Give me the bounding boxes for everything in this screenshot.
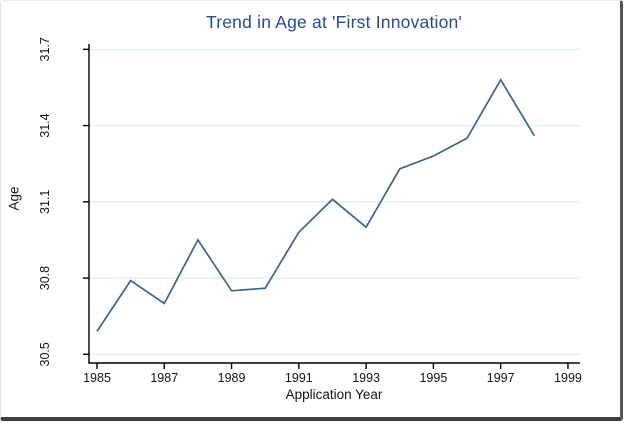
y-tick-label: 31.7 [38,37,52,61]
y-axis-title: Age [6,186,22,211]
x-tick-label: 1999 [554,371,582,385]
x-tick-label: 1985 [83,371,111,385]
plot-area: 30.5 30.8 31.1 31.4 31.7 1985 1987 1989 1991 1993… [38,37,582,385]
y-tick-label: 30.5 [38,342,52,366]
x-tick-label: 1997 [487,371,515,385]
x-tick-label: 1991 [285,371,313,385]
x-tick-label: 1989 [218,371,246,385]
trend-line [96,78,536,332]
y-tick-label: 30.8 [38,266,52,290]
x-tick-label: 1995 [419,371,447,385]
x-tick-label: 1993 [352,371,380,385]
x-tick-label: 1987 [150,371,178,385]
x-axis-title: Application Year [285,387,383,402]
y-tick-label: 31.4 [38,113,52,137]
y-tick-label: 31.1 [38,190,52,214]
chart-title: Trend in Age at 'First Innovation' [205,12,463,32]
